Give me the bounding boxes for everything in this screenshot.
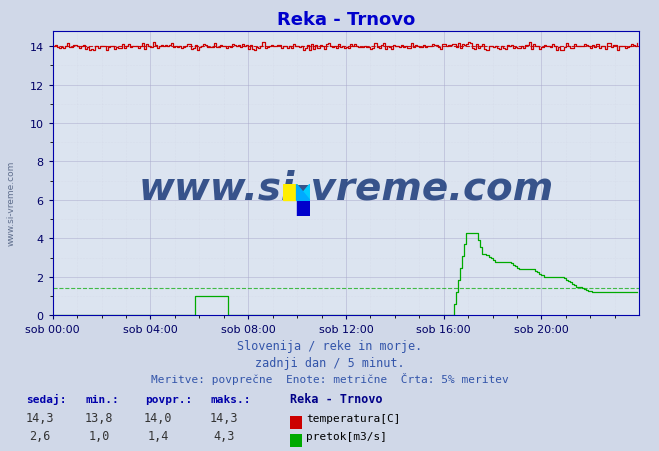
Text: www.si-vreme.com: www.si-vreme.com: [138, 169, 554, 207]
Polygon shape: [297, 185, 310, 201]
Text: Reka - Trnovo: Reka - Trnovo: [290, 392, 383, 405]
Text: 14,3: 14,3: [210, 411, 239, 424]
Text: temperatura[C]: temperatura[C]: [306, 413, 401, 423]
Text: 4,3: 4,3: [214, 429, 235, 442]
Polygon shape: [297, 185, 310, 201]
Text: 1,4: 1,4: [148, 429, 169, 442]
Text: 14,3: 14,3: [25, 411, 54, 424]
Text: 2,6: 2,6: [29, 429, 50, 442]
Text: pretok[m3/s]: pretok[m3/s]: [306, 431, 387, 441]
Text: 1,0: 1,0: [88, 429, 109, 442]
Text: min.:: min.:: [86, 394, 119, 404]
Text: 14,0: 14,0: [144, 411, 173, 424]
Text: www.si-vreme.com: www.si-vreme.com: [7, 161, 16, 245]
Bar: [297, 201, 310, 216]
Text: Meritve: povprečne  Enote: metrične  Črta: 5% meritev: Meritve: povprečne Enote: metrične Črta:…: [151, 373, 508, 384]
Text: Slovenija / reke in morje.: Slovenija / reke in morje.: [237, 340, 422, 353]
Text: povpr.:: povpr.:: [145, 394, 192, 404]
Text: 13,8: 13,8: [84, 411, 113, 424]
Text: sedaj:: sedaj:: [26, 393, 67, 404]
Bar: [283, 185, 297, 201]
Text: maks.:: maks.:: [211, 394, 251, 404]
Text: zadnji dan / 5 minut.: zadnji dan / 5 minut.: [254, 356, 405, 369]
Title: Reka - Trnovo: Reka - Trnovo: [277, 11, 415, 28]
